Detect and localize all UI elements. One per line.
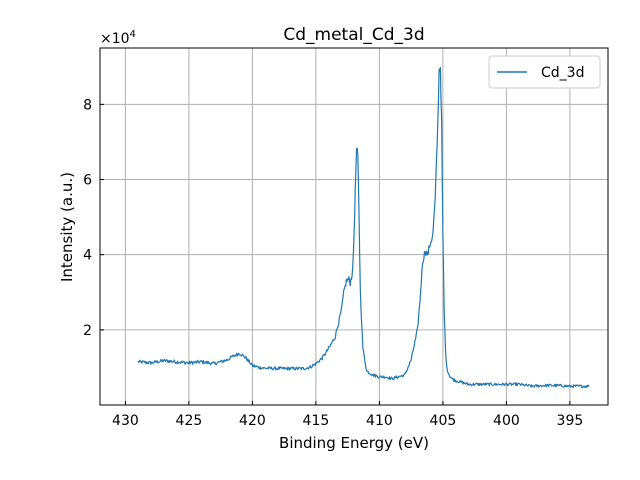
legend-box: [488, 55, 601, 89]
y-ticks: 2 4 6 8: [83, 97, 104, 339]
y-tick-label: 6: [83, 173, 92, 189]
x-axis-label: Binding Energy (eV): [279, 434, 429, 452]
x-ticks: 430 425 420 415 410 405 400 395: [112, 401, 583, 429]
y-multiplier: ×104: [100, 29, 136, 47]
x-tick-label: 430: [112, 413, 139, 429]
y-multiplier-exponent: 4: [130, 29, 136, 40]
legend: Cd_3d: [488, 55, 601, 89]
y-tick-label: 4: [83, 248, 92, 264]
legend-label: Cd_3d: [541, 65, 584, 81]
x-tick-label: 400: [493, 413, 520, 429]
chart-title: Cd_metal_Cd_3d: [283, 25, 424, 45]
x-tick-label: 420: [239, 413, 266, 429]
x-tick-label: 415: [303, 413, 330, 429]
y-tick-label: 2: [83, 323, 92, 339]
series-layer: [137, 66, 590, 389]
series-line-Cd_3d: [137, 66, 590, 389]
plot-frame: [99, 47, 609, 406]
y-tick-label: 8: [83, 97, 92, 113]
x-tick-label: 395: [557, 413, 584, 429]
x-tick-label: 405: [430, 413, 457, 429]
x-tick-label: 425: [176, 413, 203, 429]
y-axis-label: Intensity (a.u.): [58, 172, 76, 282]
x-tick-label: 410: [366, 413, 393, 429]
